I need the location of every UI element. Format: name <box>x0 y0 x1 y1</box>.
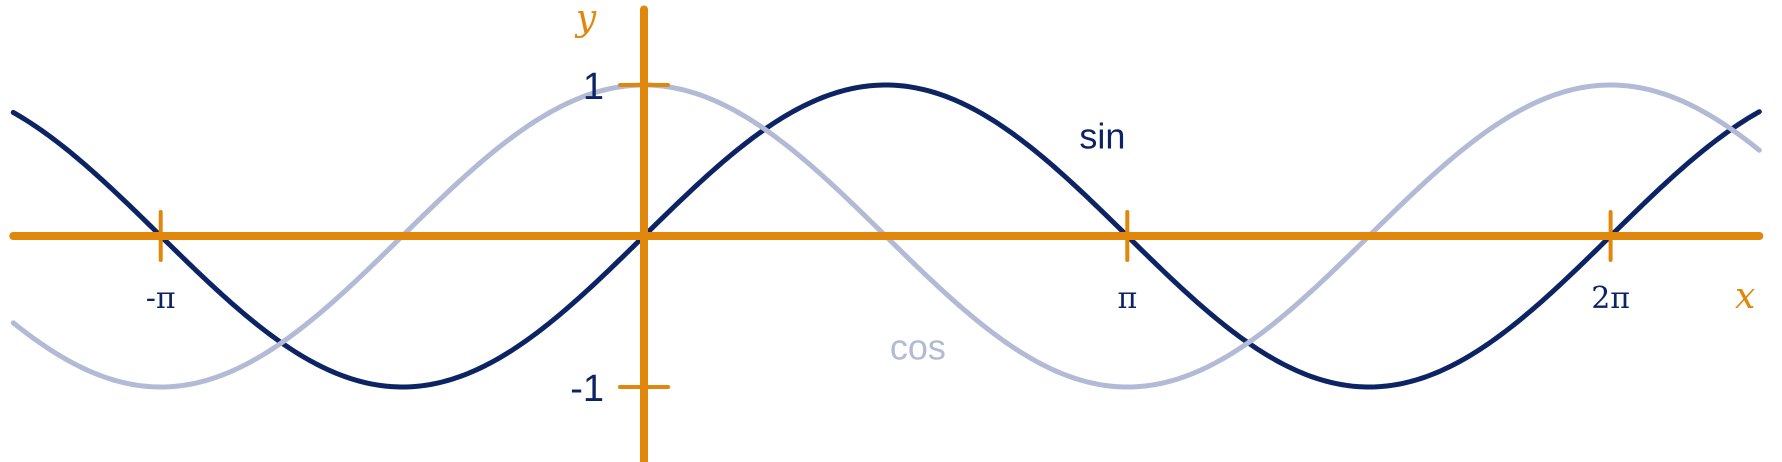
x-tick-label: 2π <box>1591 281 1630 316</box>
labels-layer: -π π 2π 1 -1 x y sin cos <box>146 0 1756 410</box>
sin-label: sin <box>1079 115 1125 156</box>
cos-label: cos <box>890 327 946 368</box>
x-axis-label: x <box>1735 276 1755 317</box>
y-axis-label: y <box>574 0 597 39</box>
y-tick-label: -1 <box>570 368 604 410</box>
x-tick-label: -π <box>146 281 176 316</box>
sin-curve <box>10 82 1762 390</box>
y-tick-label: 1 <box>583 66 604 108</box>
x-tick-label: π <box>1117 281 1137 316</box>
axes-layer <box>9 5 1764 462</box>
